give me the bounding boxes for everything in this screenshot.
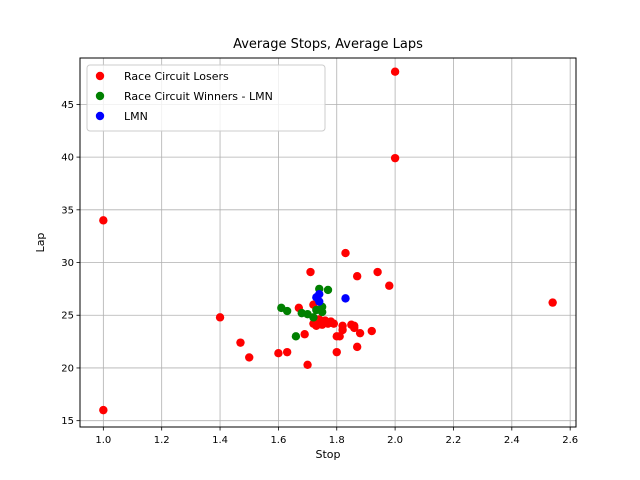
scatter-point-series-0 [332, 347, 341, 357]
y-axis-label: Lap [34, 233, 47, 253]
scatter-point-series-0 [367, 326, 376, 336]
scatter-point-series-0 [548, 298, 557, 307]
data-points [99, 67, 557, 415]
legend: Race Circuit Losers Race Circuit Winners … [86, 64, 326, 132]
axis-ticks: 1.0 1.2 1.4 1.6 1.8 2.0 2.2 2.4 2.6 15 20 25 30 35 40 4… [61, 100, 578, 446]
x-tick-label: 2.6 [562, 435, 578, 446]
y-tick-label: 30 [61, 258, 74, 269]
chart-title: Average Stops, Average Laps [233, 37, 423, 52]
x-tick-label: 1.2 [154, 435, 170, 446]
scatter-point-series-0 [306, 267, 315, 277]
scatter-point-series-0 [303, 360, 312, 369]
scatter-point-series-1 [323, 285, 333, 295]
y-tick-label: 45 [61, 100, 74, 111]
legend-box [86, 64, 326, 132]
legend-marker [95, 71, 105, 81]
scatter-point-series-2 [341, 294, 350, 303]
scatter-point-series-1 [309, 313, 318, 322]
legend-entry: Race Circuit Winners - LMN [124, 90, 273, 103]
scatter-point-series-0 [274, 349, 283, 358]
scatter-point-series-0 [355, 328, 365, 338]
scatter-point-series-1 [282, 306, 292, 316]
scatter-point-series-0 [341, 248, 350, 258]
scatter-point-series-0 [373, 267, 382, 277]
scatter-point-series-1 [317, 307, 327, 317]
scatter-point-series-0 [215, 313, 225, 322]
scatter-point-series-0 [390, 153, 400, 163]
x-tick-label: 1.4 [212, 435, 228, 446]
scatter-point-series-0 [236, 338, 245, 347]
x-tick-label: 1.6 [270, 435, 286, 446]
x-axis-label: Stop [315, 448, 340, 461]
y-tick-label: 35 [61, 205, 74, 216]
scatter-point-series-1 [291, 332, 301, 341]
scatter-point-series-0 [385, 281, 394, 290]
scatter-point-series-0 [335, 332, 344, 341]
axes-frame [79, 57, 577, 428]
scatter-point-series-2 [312, 293, 321, 302]
scatter-point-series-0 [338, 325, 347, 335]
x-tick-label: 2.4 [504, 435, 520, 446]
scatter-point-series-0 [300, 330, 309, 339]
legend-entry: LMN [124, 110, 148, 123]
x-tick-label: 1.8 [329, 435, 345, 446]
y-tick-label: 25 [61, 311, 74, 322]
legend-marker [95, 111, 105, 121]
scatter-point-series-0 [99, 216, 108, 225]
y-tick-label: 15 [61, 416, 74, 427]
x-tick-label: 2.0 [387, 435, 403, 446]
scatter-point-series-0 [245, 353, 254, 362]
scatter-point-series-0 [282, 347, 292, 357]
y-tick-label: 40 [61, 153, 74, 164]
y-tick-label: 20 [61, 363, 74, 374]
scatter-point-series-0 [352, 272, 362, 281]
scatter-point-series-0 [352, 342, 362, 352]
legend-marker [95, 91, 105, 101]
scatter-point-series-0 [390, 67, 400, 76]
x-tick-label: 2.2 [446, 435, 462, 446]
legend-entry: Race Circuit Losers [124, 70, 229, 83]
scatter-point-series-0 [350, 321, 359, 330]
scatter-point-series-0 [329, 319, 339, 328]
x-tick-label: 1.0 [95, 435, 111, 446]
scatter-point-series-0 [99, 405, 108, 415]
